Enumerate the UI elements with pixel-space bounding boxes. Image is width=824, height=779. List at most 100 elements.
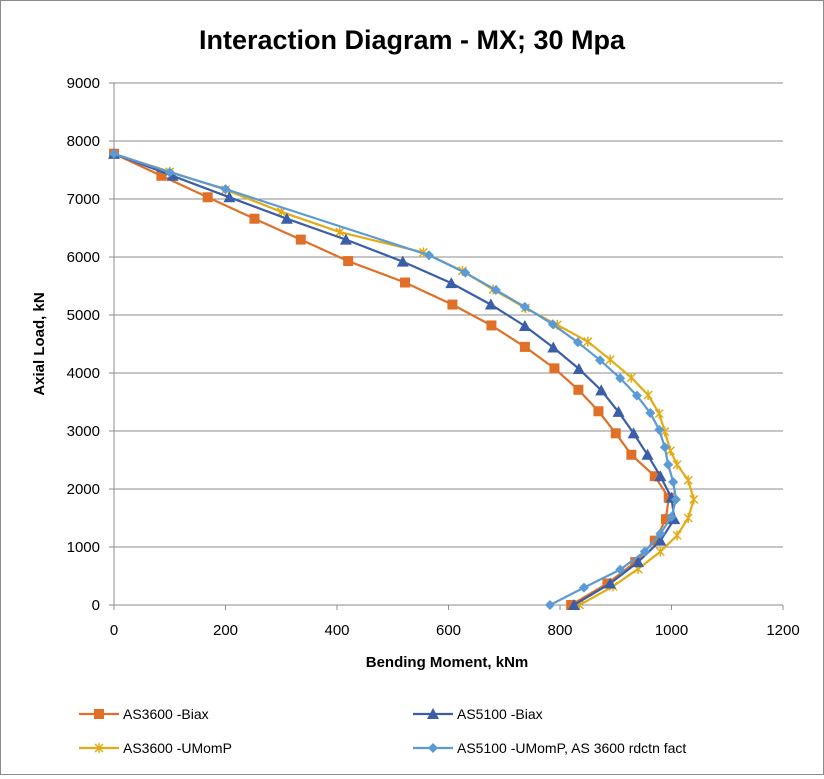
data-point bbox=[604, 577, 617, 589]
legend-label: AS5100 -UMomP, AS 3600 rdctn fact bbox=[457, 740, 686, 756]
data-point bbox=[610, 428, 621, 439]
legend-swatch-marker bbox=[428, 743, 438, 753]
data-point bbox=[484, 298, 497, 310]
data-point bbox=[615, 373, 626, 384]
data-point bbox=[683, 513, 693, 523]
data-point bbox=[672, 530, 682, 541]
data-point bbox=[490, 285, 501, 296]
legend-swatch-marker bbox=[94, 743, 104, 753]
data-point bbox=[423, 250, 434, 261]
x-tick-label: 400 bbox=[324, 622, 349, 639]
data-point bbox=[654, 534, 667, 546]
data-point bbox=[626, 372, 636, 383]
data-point bbox=[295, 234, 306, 245]
data-point bbox=[166, 169, 179, 181]
legend-swatch-marker bbox=[427, 708, 439, 719]
data-point bbox=[689, 494, 699, 505]
gridlines bbox=[114, 82, 783, 548]
data-point bbox=[220, 184, 231, 195]
data-point bbox=[639, 546, 650, 557]
data-point bbox=[573, 384, 584, 395]
tick-labels: 0 1000 2000 3000 4000 5000 6000 7000 8000 9000 0 20… bbox=[67, 75, 800, 639]
data-point bbox=[683, 475, 693, 486]
x-axis-title: Bending Moment, kNm bbox=[366, 654, 529, 671]
data-point bbox=[547, 319, 558, 330]
y-tick-label: 4000 bbox=[67, 365, 100, 382]
data-point bbox=[605, 354, 615, 365]
data-point bbox=[567, 599, 580, 610]
data-point bbox=[164, 167, 175, 178]
y-tick-label: 8000 bbox=[67, 133, 100, 150]
x-tick-label: 1000 bbox=[655, 622, 688, 639]
data-point bbox=[400, 277, 411, 288]
data-point bbox=[645, 408, 656, 419]
data-point bbox=[223, 191, 236, 203]
data-point bbox=[109, 148, 119, 159]
y-tick-label: 6000 bbox=[67, 249, 100, 266]
series-line bbox=[113, 152, 676, 606]
legend: AS3600 -Biax AS5100 -Biax AS3600 -UMomP AS5… bbox=[79, 706, 686, 756]
x-tick-label: 0 bbox=[110, 622, 118, 639]
data-point bbox=[156, 170, 167, 181]
data-point bbox=[666, 511, 677, 522]
axes bbox=[109, 82, 784, 610]
y-tick-label: 5000 bbox=[67, 307, 100, 324]
series-1 bbox=[108, 147, 681, 610]
data-point bbox=[396, 255, 409, 267]
data-point bbox=[593, 406, 604, 417]
data-point bbox=[518, 320, 531, 332]
x-tick-label: 800 bbox=[547, 622, 572, 639]
legend-label: AS5100 -Biax bbox=[457, 706, 543, 722]
data-point bbox=[641, 448, 654, 460]
data-point bbox=[544, 600, 555, 610]
y-tick-label: 9000 bbox=[67, 75, 100, 92]
data-point bbox=[583, 336, 593, 347]
data-point bbox=[595, 355, 606, 366]
data-point bbox=[654, 408, 664, 419]
data-point bbox=[460, 267, 471, 278]
x-tick-label: 600 bbox=[436, 622, 461, 639]
y-tick-label: 3000 bbox=[67, 423, 100, 440]
data-point bbox=[670, 494, 681, 505]
data-point bbox=[655, 546, 665, 557]
x-tick-label: 1200 bbox=[766, 622, 799, 639]
data-point bbox=[339, 233, 352, 245]
data-point bbox=[343, 256, 354, 267]
legend-item-1: AS5100 -Biax bbox=[413, 706, 543, 722]
y-tick-label: 0 bbox=[92, 597, 100, 614]
data-point bbox=[335, 227, 345, 238]
data-point bbox=[280, 212, 293, 224]
data-point bbox=[615, 564, 626, 575]
data-point bbox=[612, 405, 625, 417]
data-point bbox=[486, 320, 497, 331]
data-point bbox=[663, 459, 674, 470]
legend-label: AS3600 -Biax bbox=[123, 706, 209, 722]
data-point bbox=[659, 442, 670, 453]
data-point bbox=[572, 337, 583, 348]
legend-item-0: AS3600 -Biax bbox=[79, 706, 209, 722]
data-point bbox=[668, 477, 679, 488]
data-point bbox=[595, 384, 608, 396]
data-point bbox=[445, 277, 458, 289]
data-point bbox=[578, 582, 589, 593]
series-line bbox=[113, 152, 670, 606]
data-point bbox=[631, 390, 642, 401]
data-point bbox=[202, 192, 213, 203]
legend-label: AS3600 -UMomP bbox=[123, 740, 232, 756]
data-point bbox=[660, 514, 671, 525]
chart-title: Interaction Diagram - MX; 30 Mpa bbox=[199, 25, 626, 55]
legend-swatch-marker bbox=[94, 709, 104, 719]
data-point bbox=[549, 363, 560, 374]
y-tick-label: 2000 bbox=[67, 481, 100, 498]
data-point bbox=[654, 470, 667, 482]
plot-area bbox=[108, 147, 699, 610]
data-point bbox=[632, 556, 645, 568]
y-tick-label: 1000 bbox=[67, 539, 100, 556]
data-point bbox=[626, 449, 637, 460]
series-line bbox=[113, 152, 695, 606]
x-tick-label: 200 bbox=[213, 622, 238, 639]
data-point bbox=[655, 528, 666, 539]
y-tick-label: 7000 bbox=[67, 191, 100, 208]
